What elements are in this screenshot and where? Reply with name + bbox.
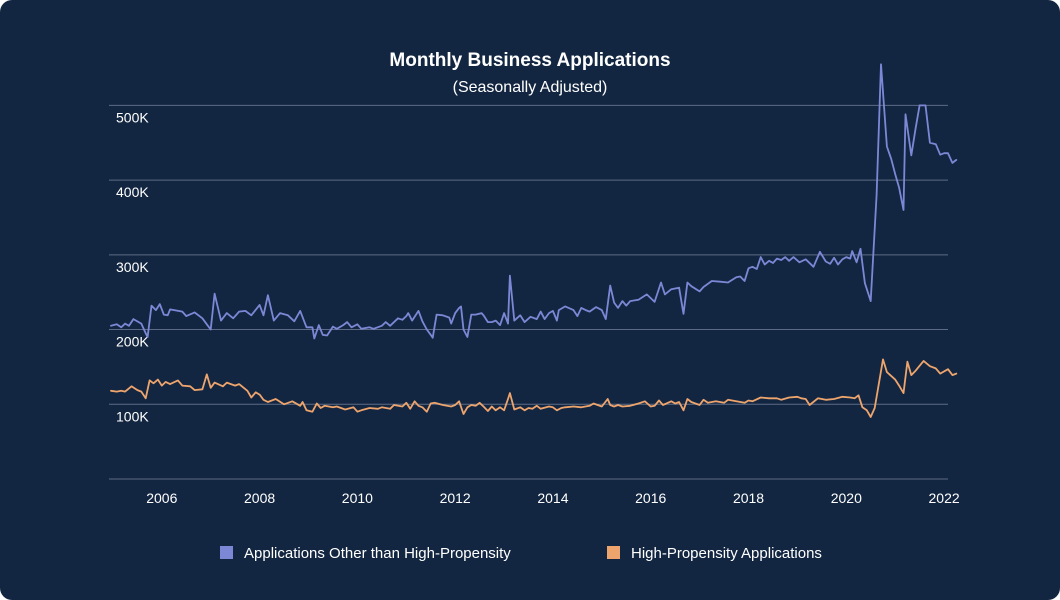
y-tick-label: 100K [116, 408, 149, 424]
x-tick-label: 2018 [733, 490, 764, 506]
legend: Applications Other than High-Propensity H… [220, 545, 822, 562]
x-tick-label: 2006 [146, 490, 177, 506]
gridlines [109, 104, 948, 480]
x-tick-label: 2012 [440, 490, 471, 506]
x-axis-ticks: 2006 2008 2010 2012 2014 2016 2018 2020 2022 [146, 490, 960, 506]
x-tick-label: 2020 [831, 490, 862, 506]
x-tick-label: 2010 [342, 490, 373, 506]
x-tick-label: 2016 [635, 490, 666, 506]
y-tick-label: 500K [116, 109, 149, 125]
x-tick-label: 2014 [537, 490, 568, 506]
chart-subtitle: (Seasonally Adjusted) [453, 79, 608, 96]
y-tick-label: 400K [116, 184, 149, 200]
legend-label: High-Propensity Applications [631, 545, 822, 562]
chart-title: Monthly Business Applications [389, 50, 670, 71]
legend-label: Applications Other than High-Propensity [244, 545, 511, 562]
series-lines [110, 63, 958, 418]
legend-swatch [607, 546, 620, 559]
x-tick-label: 2022 [929, 490, 960, 506]
x-tick-label: 2008 [244, 490, 275, 506]
y-tick-label: 300K [116, 259, 149, 275]
y-tick-label: 200K [116, 334, 149, 350]
series-line-0 [110, 63, 958, 340]
series-line-1 [110, 358, 958, 418]
y-axis-ticks: 100K 200K 300K 400K 500K [116, 109, 149, 424]
legend-swatch [220, 546, 233, 559]
